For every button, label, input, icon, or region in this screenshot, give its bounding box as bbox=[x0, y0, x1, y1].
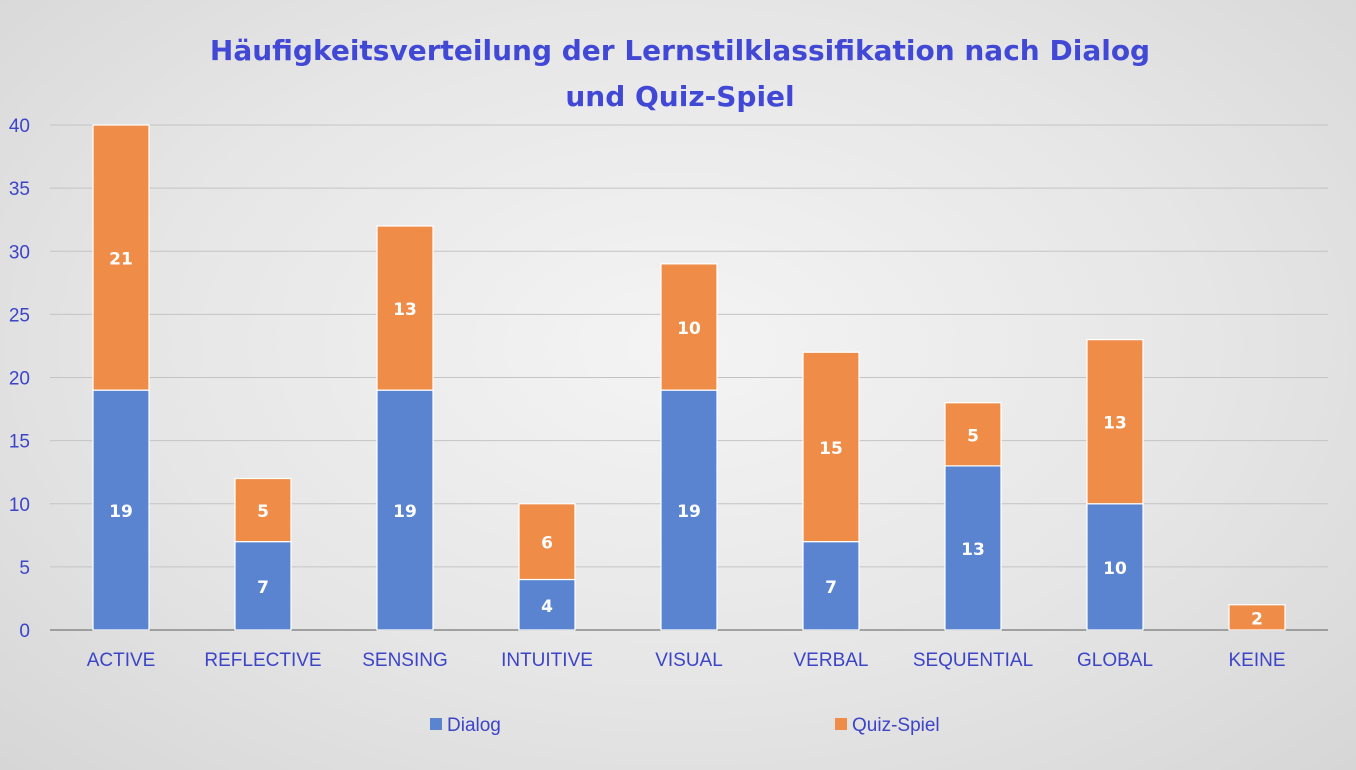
data-label: 5 bbox=[257, 502, 269, 522]
data-label: 2 bbox=[1251, 609, 1263, 629]
data-label: 4 bbox=[541, 597, 553, 617]
y-tick-label: 0 bbox=[19, 621, 30, 642]
data-label: 5 bbox=[967, 426, 979, 446]
data-label: 19 bbox=[677, 502, 701, 522]
bar-segment-dialog bbox=[1086, 503, 1144, 631]
bar-segment-dialog bbox=[234, 541, 292, 631]
data-label: 6 bbox=[541, 534, 553, 554]
x-tick-label: ACTIVE bbox=[87, 650, 156, 671]
x-tick-label: REFLECTIVE bbox=[204, 650, 321, 671]
chart-title: Häufigkeitsverteilung der Lernstilklassi… bbox=[0, 28, 1356, 120]
data-label: 13 bbox=[961, 540, 985, 560]
data-label: 13 bbox=[393, 300, 417, 320]
x-tick-label: GLOBAL bbox=[1077, 650, 1153, 671]
y-tick-label: 20 bbox=[9, 369, 30, 390]
x-tick-label: SEQUENTIAL bbox=[913, 650, 1033, 671]
legend-label: Quiz-Spiel bbox=[852, 715, 940, 736]
data-label: 15 bbox=[819, 439, 843, 459]
legend-swatch bbox=[430, 718, 442, 730]
data-label: 7 bbox=[825, 578, 837, 598]
data-label: 19 bbox=[393, 502, 417, 522]
legend-item: Dialog bbox=[430, 715, 501, 736]
bar-segment-dialog bbox=[802, 541, 860, 631]
bar-segment-dialog bbox=[92, 389, 150, 631]
legend-label: Dialog bbox=[447, 715, 501, 736]
y-tick-label: 35 bbox=[9, 179, 30, 200]
bar-segment-quiz-spiel bbox=[92, 124, 150, 391]
bar-segment-dialog bbox=[376, 389, 434, 631]
x-tick-label: VERBAL bbox=[794, 650, 869, 671]
x-tick-label: INTUITIVE bbox=[501, 650, 593, 671]
y-tick-label: 10 bbox=[9, 495, 30, 516]
x-tick-label: VISUAL bbox=[655, 650, 723, 671]
bar-segment-quiz-spiel bbox=[802, 351, 860, 543]
y-axis-ticks: 0 5 10 15 20 25 30 35 40 bbox=[9, 116, 30, 642]
bar-segment-quiz-spiel bbox=[1086, 339, 1144, 505]
legend: Dialog Quiz-Spiel bbox=[430, 715, 940, 736]
bar-segment-quiz-spiel bbox=[1228, 604, 1286, 631]
bar-segment-quiz-spiel bbox=[234, 477, 292, 543]
data-label: 10 bbox=[1103, 559, 1127, 579]
legend-item: Quiz-Spiel bbox=[835, 715, 940, 736]
bar-segment-quiz-spiel bbox=[660, 263, 718, 391]
y-tick-label: 5 bbox=[19, 558, 30, 579]
data-label: 19 bbox=[109, 502, 133, 522]
bar-segment-quiz-spiel bbox=[944, 402, 1002, 467]
x-tick-label: KEINE bbox=[1228, 650, 1285, 671]
x-axis-ticks: ACTIVE REFLECTIVE SENSING INTUITIVE VISUAL VE… bbox=[87, 650, 1286, 671]
bars bbox=[92, 124, 1286, 631]
legend-swatch bbox=[835, 718, 847, 730]
data-label: 10 bbox=[677, 319, 701, 339]
bar-segment-quiz-spiel bbox=[376, 225, 434, 391]
data-labels: 19 21 7 5 19 13 4 6 19 10 7 15 13 5 10 13 2 bbox=[109, 250, 1263, 630]
data-label: 13 bbox=[1103, 414, 1127, 434]
bar-segment-dialog bbox=[660, 389, 718, 631]
y-tick-label: 40 bbox=[9, 116, 30, 137]
y-tick-label: 15 bbox=[9, 432, 30, 453]
bar-segment-dialog bbox=[944, 465, 1002, 631]
chart-title-text: Häufigkeitsverteilung der Lernstilklassi… bbox=[209, 34, 1151, 113]
x-tick-label: SENSING bbox=[362, 650, 448, 671]
bar-segment-quiz-spiel bbox=[518, 503, 576, 581]
data-label: 7 bbox=[257, 578, 269, 598]
y-tick-label: 30 bbox=[9, 242, 30, 263]
data-label: 21 bbox=[109, 250, 133, 270]
y-tick-label: 25 bbox=[9, 305, 30, 326]
